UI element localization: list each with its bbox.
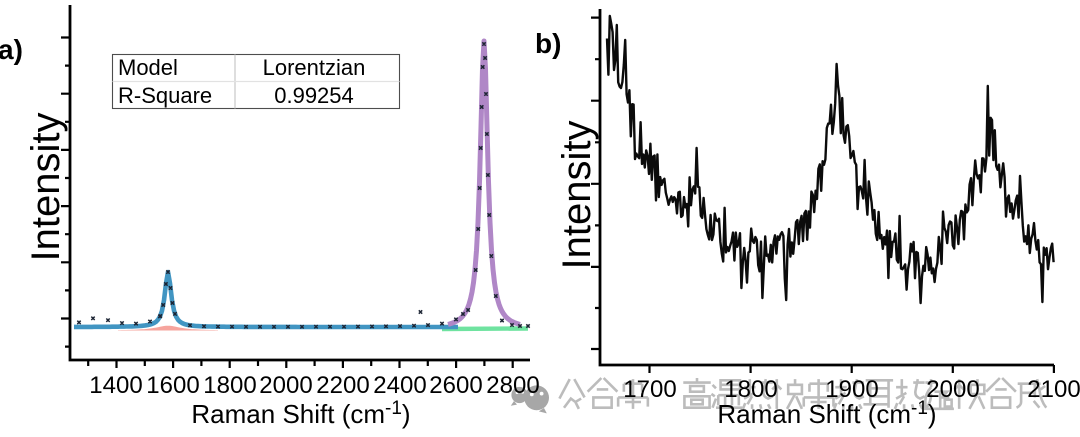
svg-text:0.99254: 0.99254 — [274, 83, 354, 108]
svg-text:b): b) — [535, 28, 561, 59]
svg-text:1900: 1900 — [825, 376, 878, 403]
svg-text:Raman Shift (cm-1): Raman Shift (cm-1) — [191, 398, 410, 429]
svg-text:Raman Shift (cm-1): Raman Shift (cm-1) — [717, 398, 936, 429]
svg-text:a): a) — [0, 34, 23, 65]
svg-text:1800: 1800 — [203, 372, 256, 399]
svg-text:Model: Model — [118, 55, 178, 80]
svg-text:2100: 2100 — [1027, 376, 1080, 403]
svg-text:Intensity: Intensity — [555, 121, 599, 270]
svg-text:2200: 2200 — [316, 372, 369, 399]
svg-text:1400: 1400 — [89, 372, 142, 399]
svg-text:1700: 1700 — [623, 376, 676, 403]
svg-text:Intensity: Intensity — [24, 113, 68, 262]
svg-text:2800: 2800 — [486, 372, 539, 399]
svg-text:2000: 2000 — [926, 376, 979, 403]
svg-text:Lorentzian: Lorentzian — [263, 55, 366, 80]
svg-text:R-Square: R-Square — [118, 83, 212, 108]
svg-text:2400: 2400 — [373, 372, 426, 399]
svg-text:1600: 1600 — [146, 372, 199, 399]
svg-text:2000: 2000 — [259, 372, 312, 399]
svg-text:1800: 1800 — [724, 376, 777, 403]
svg-text:2600: 2600 — [429, 372, 482, 399]
